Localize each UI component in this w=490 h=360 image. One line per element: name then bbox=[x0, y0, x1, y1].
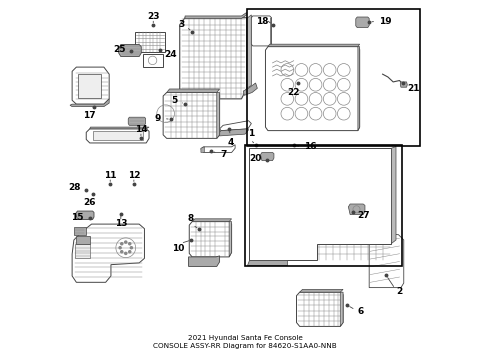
Polygon shape bbox=[75, 244, 91, 258]
Text: 5: 5 bbox=[171, 96, 177, 105]
Polygon shape bbox=[86, 129, 149, 143]
Polygon shape bbox=[72, 67, 109, 104]
Text: 22: 22 bbox=[288, 88, 300, 97]
Circle shape bbox=[129, 243, 131, 245]
Polygon shape bbox=[340, 292, 343, 327]
Polygon shape bbox=[93, 131, 144, 140]
Polygon shape bbox=[192, 219, 232, 222]
Text: 17: 17 bbox=[83, 111, 96, 120]
Polygon shape bbox=[268, 44, 360, 47]
Text: 7: 7 bbox=[220, 150, 227, 159]
Polygon shape bbox=[171, 123, 217, 124]
Polygon shape bbox=[261, 153, 274, 161]
Text: 26: 26 bbox=[83, 198, 96, 207]
Polygon shape bbox=[143, 54, 163, 67]
Polygon shape bbox=[163, 93, 220, 138]
Text: 12: 12 bbox=[127, 171, 140, 180]
Text: 15: 15 bbox=[71, 213, 83, 222]
Text: 18: 18 bbox=[256, 17, 269, 26]
Polygon shape bbox=[189, 256, 220, 266]
Text: 2021 Hyundai Santa Fe Console
CONSOLE ASSY-RR Diagram for 84620-S1AA0-NNB: 2021 Hyundai Santa Fe Console CONSOLE AS… bbox=[153, 336, 337, 349]
Circle shape bbox=[130, 247, 132, 249]
Polygon shape bbox=[300, 289, 343, 292]
Circle shape bbox=[124, 252, 127, 255]
Text: 27: 27 bbox=[357, 211, 370, 220]
Circle shape bbox=[124, 241, 127, 243]
Polygon shape bbox=[201, 145, 235, 153]
Polygon shape bbox=[128, 117, 146, 125]
Bar bbox=[245, 145, 402, 266]
Polygon shape bbox=[247, 15, 251, 88]
Circle shape bbox=[121, 251, 123, 253]
Text: 19: 19 bbox=[379, 17, 392, 26]
Text: 8: 8 bbox=[187, 214, 194, 223]
Text: 28: 28 bbox=[69, 183, 81, 192]
Text: 21: 21 bbox=[407, 84, 420, 93]
Polygon shape bbox=[220, 121, 251, 131]
Polygon shape bbox=[356, 17, 369, 28]
Polygon shape bbox=[189, 222, 232, 257]
Text: 13: 13 bbox=[115, 219, 127, 228]
Polygon shape bbox=[266, 47, 360, 131]
Text: 2: 2 bbox=[397, 287, 403, 296]
Text: 20: 20 bbox=[249, 154, 261, 163]
Polygon shape bbox=[75, 236, 90, 244]
Polygon shape bbox=[217, 93, 220, 138]
Circle shape bbox=[121, 243, 123, 245]
Polygon shape bbox=[270, 18, 271, 46]
Polygon shape bbox=[74, 226, 86, 235]
Text: 25: 25 bbox=[113, 45, 126, 54]
Polygon shape bbox=[296, 292, 343, 327]
Polygon shape bbox=[167, 89, 220, 93]
Polygon shape bbox=[185, 12, 247, 18]
Text: 16: 16 bbox=[304, 142, 317, 151]
Polygon shape bbox=[248, 148, 392, 260]
Polygon shape bbox=[392, 147, 396, 243]
Polygon shape bbox=[180, 18, 247, 99]
Polygon shape bbox=[201, 147, 204, 153]
Polygon shape bbox=[348, 204, 365, 215]
Polygon shape bbox=[229, 222, 232, 257]
Text: 23: 23 bbox=[147, 12, 160, 21]
Polygon shape bbox=[219, 129, 248, 136]
Polygon shape bbox=[270, 57, 296, 81]
Text: 24: 24 bbox=[164, 50, 176, 59]
Circle shape bbox=[119, 247, 121, 249]
Text: 11: 11 bbox=[104, 171, 117, 180]
Polygon shape bbox=[251, 16, 271, 46]
Polygon shape bbox=[400, 82, 407, 87]
Polygon shape bbox=[135, 32, 165, 52]
Polygon shape bbox=[247, 260, 287, 265]
Polygon shape bbox=[369, 234, 404, 288]
Text: 14: 14 bbox=[135, 125, 147, 134]
Polygon shape bbox=[78, 74, 101, 98]
Circle shape bbox=[129, 251, 131, 253]
Polygon shape bbox=[75, 211, 94, 220]
Text: 4: 4 bbox=[228, 138, 234, 147]
Text: 6: 6 bbox=[358, 307, 364, 316]
Polygon shape bbox=[358, 47, 360, 131]
Polygon shape bbox=[70, 99, 109, 107]
Text: 9: 9 bbox=[155, 114, 161, 123]
Polygon shape bbox=[90, 127, 149, 129]
Bar bbox=[247, 9, 419, 147]
Text: 3: 3 bbox=[178, 20, 184, 29]
Polygon shape bbox=[171, 117, 217, 123]
Polygon shape bbox=[119, 45, 141, 57]
Text: 10: 10 bbox=[172, 244, 184, 253]
Polygon shape bbox=[243, 83, 257, 95]
Polygon shape bbox=[72, 224, 145, 282]
Text: 1: 1 bbox=[248, 129, 255, 138]
